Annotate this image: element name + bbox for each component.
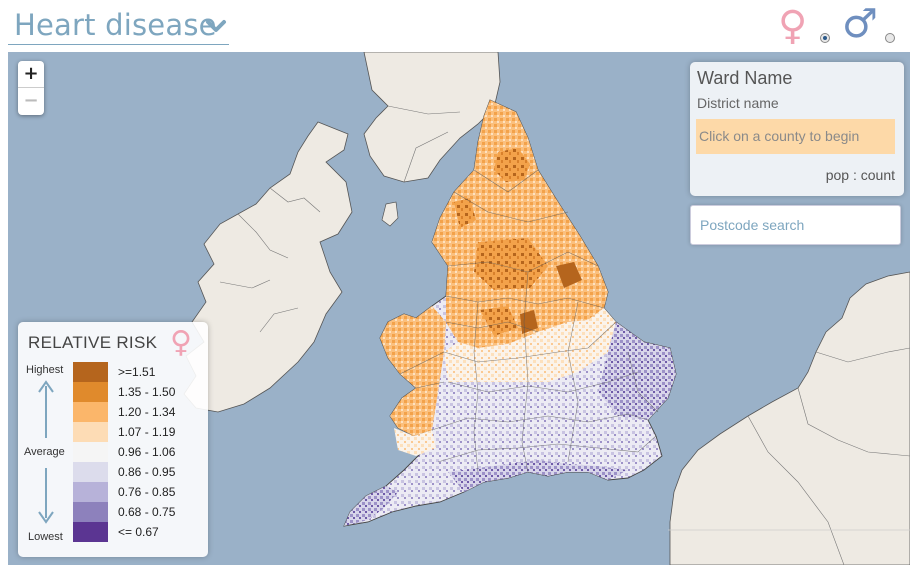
- male-radio[interactable]: [885, 33, 895, 43]
- disease-title: Heart disease: [14, 8, 217, 42]
- disease-dropdown[interactable]: Heart disease: [8, 6, 229, 45]
- legend-swatch: [73, 442, 108, 462]
- legend-swatch: [73, 462, 108, 482]
- legend-title: RELATIVE RISK: [28, 333, 158, 352]
- zoom-control: + −: [18, 61, 44, 115]
- postcode-search-input[interactable]: [690, 205, 901, 245]
- female-icon[interactable]: ♀: [778, 3, 808, 49]
- legend-range-label: 1.20 - 1.34: [118, 405, 176, 419]
- top-bar: Heart disease ♀ ♂: [0, 0, 917, 50]
- zoom-out-button[interactable]: −: [23, 90, 39, 111]
- legend-range-label: <= 0.67: [118, 525, 159, 539]
- legend-range-label: 0.76 - 0.85: [118, 485, 176, 499]
- info-panel: Ward Name District name Click on a count…: [690, 62, 904, 196]
- ward-name: Ward Name: [697, 68, 793, 88]
- legend-swatch: [73, 402, 108, 422]
- legend-range-label: 1.35 - 1.50: [118, 385, 176, 399]
- axis-label-lowest: Lowest: [28, 531, 63, 543]
- male-icon[interactable]: ♂: [842, 1, 878, 47]
- female-radio[interactable]: [820, 33, 830, 43]
- legend-range-label: 1.07 - 1.19: [118, 425, 176, 439]
- legend-swatch: [73, 502, 108, 522]
- zoom-in-button[interactable]: +: [18, 61, 44, 88]
- axis-arrows: [38, 380, 54, 524]
- legend-swatch: [73, 362, 108, 382]
- legend-swatch: [73, 522, 108, 542]
- legend-swatch: [73, 382, 108, 402]
- basemap: [183, 52, 910, 565]
- legend: RELATIVE RISK ♀ Highest Average Lowest >…: [18, 322, 208, 557]
- axis-label-average: Average: [24, 446, 65, 458]
- hint-message: Click on a county to begin: [696, 119, 895, 154]
- axis-label-highest: Highest: [26, 364, 64, 376]
- legend-range-label: 0.96 - 1.06: [118, 445, 176, 459]
- legend-range-label: 0.68 - 0.75: [118, 505, 176, 519]
- pop-count: pop : count: [825, 167, 895, 183]
- legend-range-label: >=1.51: [118, 365, 156, 379]
- female-icon: ♀: [170, 325, 192, 360]
- legend-range-label: 0.86 - 0.95: [118, 465, 176, 479]
- map-canvas[interactable]: + − Ward Name District name Click on a c…: [8, 52, 910, 565]
- chevron-down-icon: [206, 20, 226, 32]
- legend-swatch: [73, 422, 108, 442]
- district-name: District name: [697, 95, 779, 111]
- legend-swatch: [73, 482, 108, 502]
